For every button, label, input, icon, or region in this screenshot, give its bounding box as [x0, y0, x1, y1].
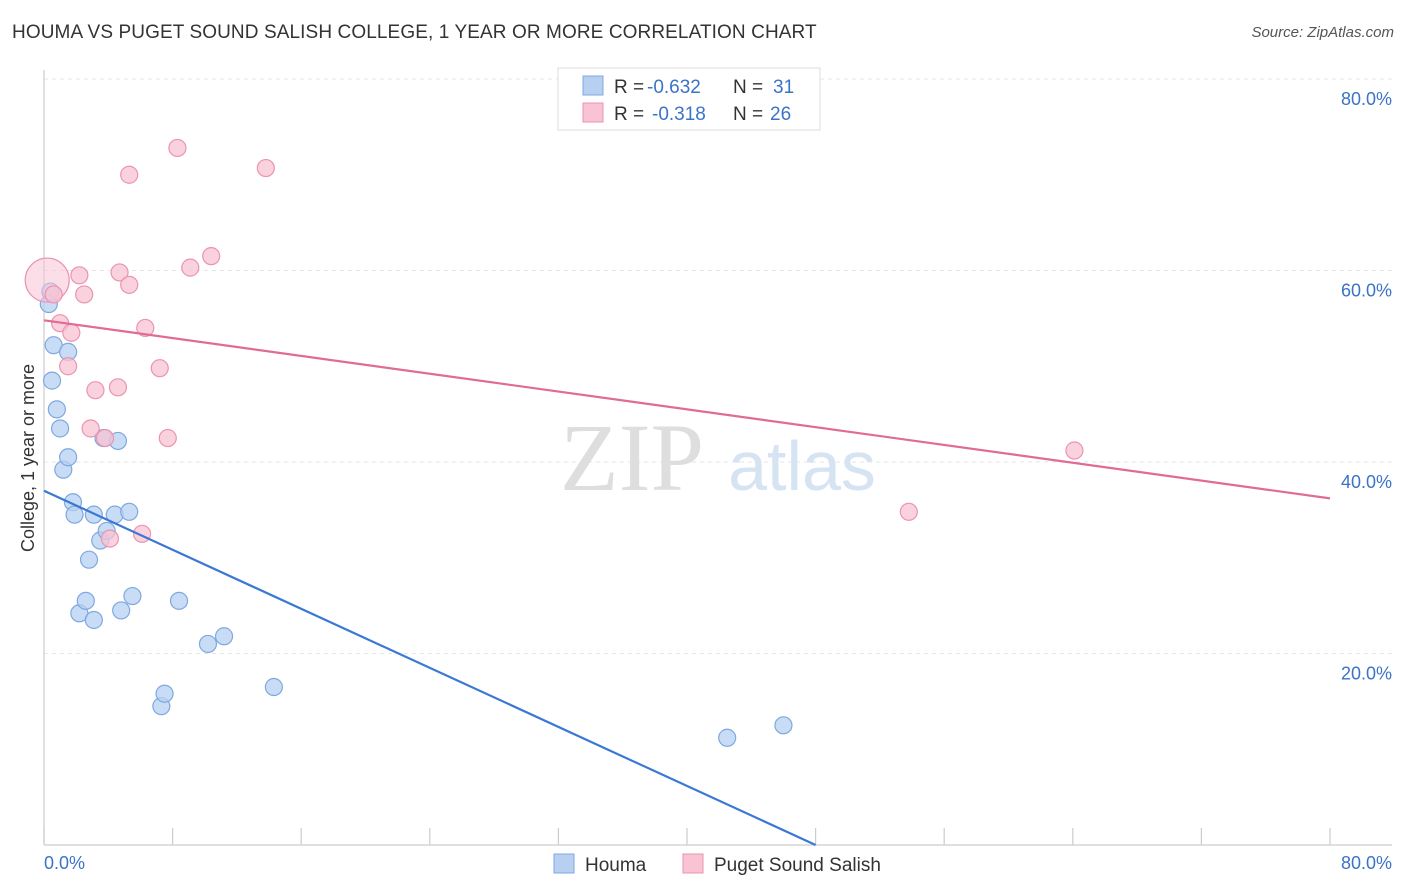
puget-point	[62, 323, 81, 342]
houma-point	[120, 502, 139, 521]
data-points	[24, 138, 1084, 747]
puget-point	[181, 258, 200, 277]
houma-point	[123, 586, 142, 606]
legend-swatch-puget	[682, 853, 704, 874]
x-axis-ticks	[43, 828, 1331, 845]
puget-point	[202, 247, 221, 266]
y-tick-label: 80.0%	[1341, 89, 1392, 109]
watermark-atlas: atlas	[728, 427, 876, 505]
puget-point	[1065, 441, 1084, 460]
stats-n-label-puget: N =	[733, 104, 763, 125]
houma-point	[169, 591, 189, 610]
puget-point	[81, 419, 100, 438]
puget-point	[44, 285, 63, 304]
houma-point	[79, 550, 99, 569]
stats-swatch-puget	[582, 102, 604, 123]
houma-point	[155, 684, 174, 703]
puget-point	[70, 266, 89, 285]
stats-n-label-houma: N =	[733, 77, 763, 98]
puget-point	[86, 381, 105, 400]
puget-point	[110, 263, 129, 282]
houma-point	[264, 677, 283, 697]
watermark-zip: ZIP	[560, 404, 704, 511]
y-tick-labels: 20.0% 40.0% 60.0% 80.0%	[1341, 89, 1392, 684]
chart-title: HOUMA VS PUGET SOUND SALISH COLLEGE, 1 Y…	[12, 22, 817, 43]
legend-label-puget: Puget Sound Salish	[714, 855, 881, 876]
houma-point	[76, 591, 95, 610]
puget-point	[158, 428, 177, 448]
y-axis-title: College, 1 year or more	[18, 364, 38, 552]
houma-point	[65, 505, 84, 524]
houma-point	[214, 627, 234, 646]
legend-swatch-houma	[553, 853, 575, 874]
houma-point	[42, 371, 62, 390]
houma-point	[198, 634, 218, 654]
stats-swatch-houma	[582, 75, 604, 96]
houma-point	[718, 728, 737, 747]
x-tick-label-min: 0.0%	[44, 853, 85, 873]
puget-point	[168, 138, 187, 158]
houma-point	[84, 610, 103, 630]
stats-legend: R = -0.632 N = 31 R = -0.318 N = 26	[557, 67, 821, 131]
houma-point	[112, 601, 131, 620]
legend-label-houma: Houma	[585, 855, 647, 876]
y-tick-label: 20.0%	[1341, 664, 1392, 684]
puget-point	[59, 357, 78, 376]
houma-point	[59, 448, 78, 467]
series-legend: Houma Puget Sound Salish	[553, 853, 881, 876]
trend-lines	[43, 319, 1331, 846]
puget-point	[120, 165, 139, 184]
puget-point	[136, 318, 155, 338]
stats-r-value-houma: -0.632	[647, 77, 701, 98]
y-tick-label: 60.0%	[1341, 281, 1392, 301]
stats-r-value-puget: -0.318	[652, 104, 706, 125]
stats-r-label-puget: R =	[614, 104, 644, 125]
houma-trend-line	[43, 489, 817, 846]
source-label: Source: ZipAtlas.com	[1251, 24, 1394, 41]
puget-point	[108, 378, 128, 397]
stats-r-label-houma: R =	[614, 77, 644, 98]
stats-n-value-houma: 31	[773, 77, 794, 98]
houma-point	[47, 400, 66, 419]
puget-point	[256, 158, 275, 178]
houma-point	[774, 716, 793, 735]
puget-point	[95, 428, 115, 448]
y-tick-label: 40.0%	[1341, 472, 1392, 492]
x-tick-label-max: 80.0%	[1341, 853, 1392, 873]
stats-n-value-puget: 26	[770, 104, 791, 125]
gridlines	[44, 78, 1392, 654]
puget-point	[75, 285, 94, 304]
puget-point	[150, 359, 169, 378]
puget-point	[120, 275, 139, 294]
houma-point	[50, 419, 70, 438]
puget-point	[100, 529, 120, 548]
puget-point	[899, 502, 918, 521]
puget-trend-line	[43, 319, 1331, 500]
